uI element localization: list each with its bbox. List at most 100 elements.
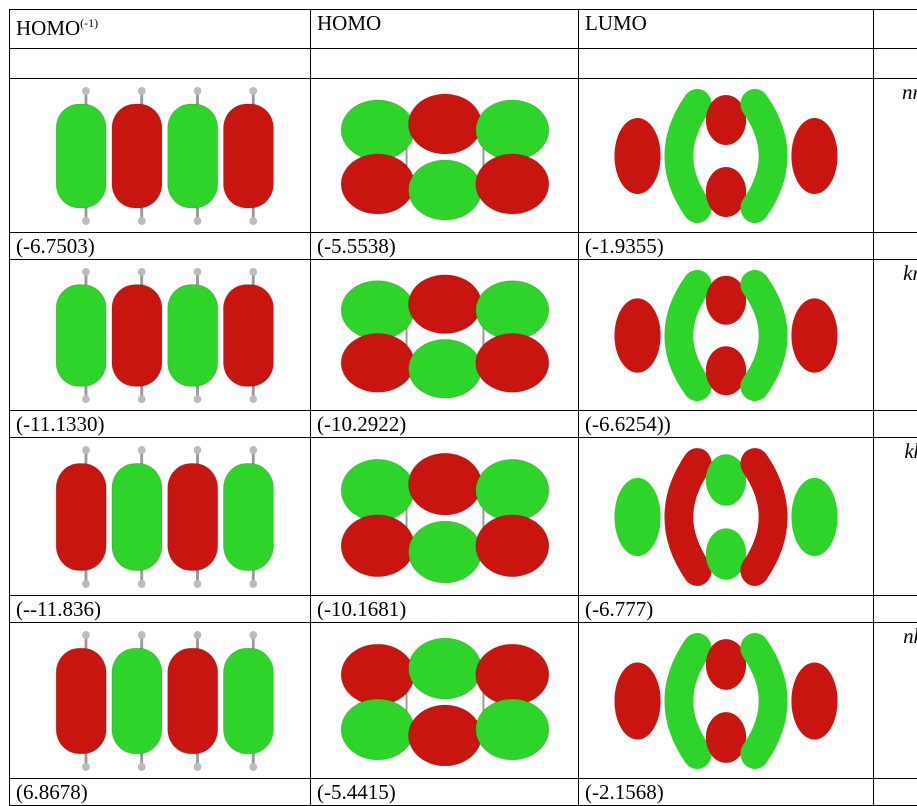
lobe xyxy=(706,639,746,690)
energy-value: (-10.1681) xyxy=(311,596,579,623)
value-row: (6.8678)(-5.4415)(-2.1568) xyxy=(10,779,917,806)
lobe xyxy=(755,463,773,570)
lobe xyxy=(475,514,548,576)
energy-value: (-1.9355) xyxy=(579,233,874,260)
atom xyxy=(138,395,146,403)
atom xyxy=(138,762,146,770)
lobe xyxy=(679,648,697,753)
lobe xyxy=(341,644,414,705)
lobe xyxy=(475,280,548,339)
lobe xyxy=(706,167,746,217)
atom xyxy=(249,631,257,639)
energy-value: (-2.1568) xyxy=(579,779,874,806)
header-cell: HOMO(-1) xyxy=(10,10,311,49)
lobe xyxy=(679,104,697,208)
atom xyxy=(138,87,146,95)
value-row: (--11.836)(-10.1681)(-6.777) xyxy=(10,596,917,623)
orbital-cell xyxy=(579,260,874,411)
lobe xyxy=(706,275,746,324)
atom xyxy=(138,579,146,587)
orbital-image xyxy=(320,445,570,589)
empty-cell xyxy=(874,411,917,438)
atom xyxy=(82,395,90,403)
lobe xyxy=(168,648,218,753)
header-text: HOMO xyxy=(16,16,80,40)
image-row: nk xyxy=(10,623,917,779)
atom xyxy=(82,762,90,770)
image-row: kk xyxy=(10,438,917,596)
lobe xyxy=(408,453,481,515)
orbital-image xyxy=(35,445,285,589)
lobe xyxy=(706,346,746,395)
image-row: kn xyxy=(10,260,917,411)
empty-cell xyxy=(874,596,917,623)
atom xyxy=(138,267,146,275)
orbital-image xyxy=(601,630,851,772)
lobe xyxy=(614,662,660,739)
orbital-cell xyxy=(311,438,579,596)
lobe xyxy=(679,463,697,570)
lobe xyxy=(341,100,414,160)
lobe xyxy=(791,298,837,372)
energy-value: (-6.7503) xyxy=(10,233,311,260)
lobe xyxy=(223,463,273,570)
header-cell xyxy=(874,10,917,49)
lobe xyxy=(614,477,660,555)
lobe xyxy=(706,712,746,763)
orbital-image xyxy=(320,630,570,772)
lobe xyxy=(755,284,773,386)
lobe xyxy=(112,648,162,753)
lobe xyxy=(755,104,773,208)
lobe xyxy=(341,514,414,576)
orbital-cell xyxy=(579,438,874,596)
energy-value: (-5.5538) xyxy=(311,233,579,260)
atom xyxy=(249,87,257,95)
atom xyxy=(194,762,202,770)
energy-value: (-11.1330) xyxy=(10,411,311,438)
orbital-cell xyxy=(579,623,874,779)
orbital-cell xyxy=(10,260,311,411)
lobe xyxy=(112,284,162,386)
lobe xyxy=(341,333,414,392)
row-label: kn xyxy=(874,260,917,411)
lobe xyxy=(56,648,106,753)
lobe xyxy=(475,698,548,759)
lobe xyxy=(408,160,481,220)
atom xyxy=(249,395,257,403)
lobe xyxy=(168,463,218,570)
orbital-image xyxy=(320,267,570,404)
lobe xyxy=(614,298,660,372)
lobe xyxy=(408,705,481,766)
atom xyxy=(82,631,90,639)
empty-row xyxy=(10,49,917,79)
empty-cell xyxy=(874,233,917,260)
orbital-image xyxy=(320,86,570,226)
header-cell: LUMO xyxy=(579,10,874,49)
orbital-cell xyxy=(311,79,579,233)
header-cell: HOMO xyxy=(311,10,579,49)
atom xyxy=(82,267,90,275)
lobe xyxy=(341,154,414,214)
orbital-cell xyxy=(10,438,311,596)
atom xyxy=(82,217,90,225)
value-row: (-11.1330)(-10.2922)(-6.6254)) xyxy=(10,411,917,438)
atom xyxy=(82,87,90,95)
atom xyxy=(194,446,202,454)
atom xyxy=(138,446,146,454)
lobe xyxy=(791,477,837,555)
atom xyxy=(138,631,146,639)
lobe xyxy=(679,284,697,386)
orbital-cell xyxy=(10,79,311,233)
lobe xyxy=(791,662,837,739)
atom xyxy=(249,267,257,275)
lobe xyxy=(408,638,481,699)
lobe xyxy=(791,118,837,194)
image-row: nn xyxy=(10,79,917,233)
orbital-cell xyxy=(10,623,311,779)
row-label: kk xyxy=(874,438,917,596)
lobe xyxy=(475,333,548,392)
header-sup: (-1) xyxy=(80,16,98,30)
atom xyxy=(249,446,257,454)
atom xyxy=(249,579,257,587)
